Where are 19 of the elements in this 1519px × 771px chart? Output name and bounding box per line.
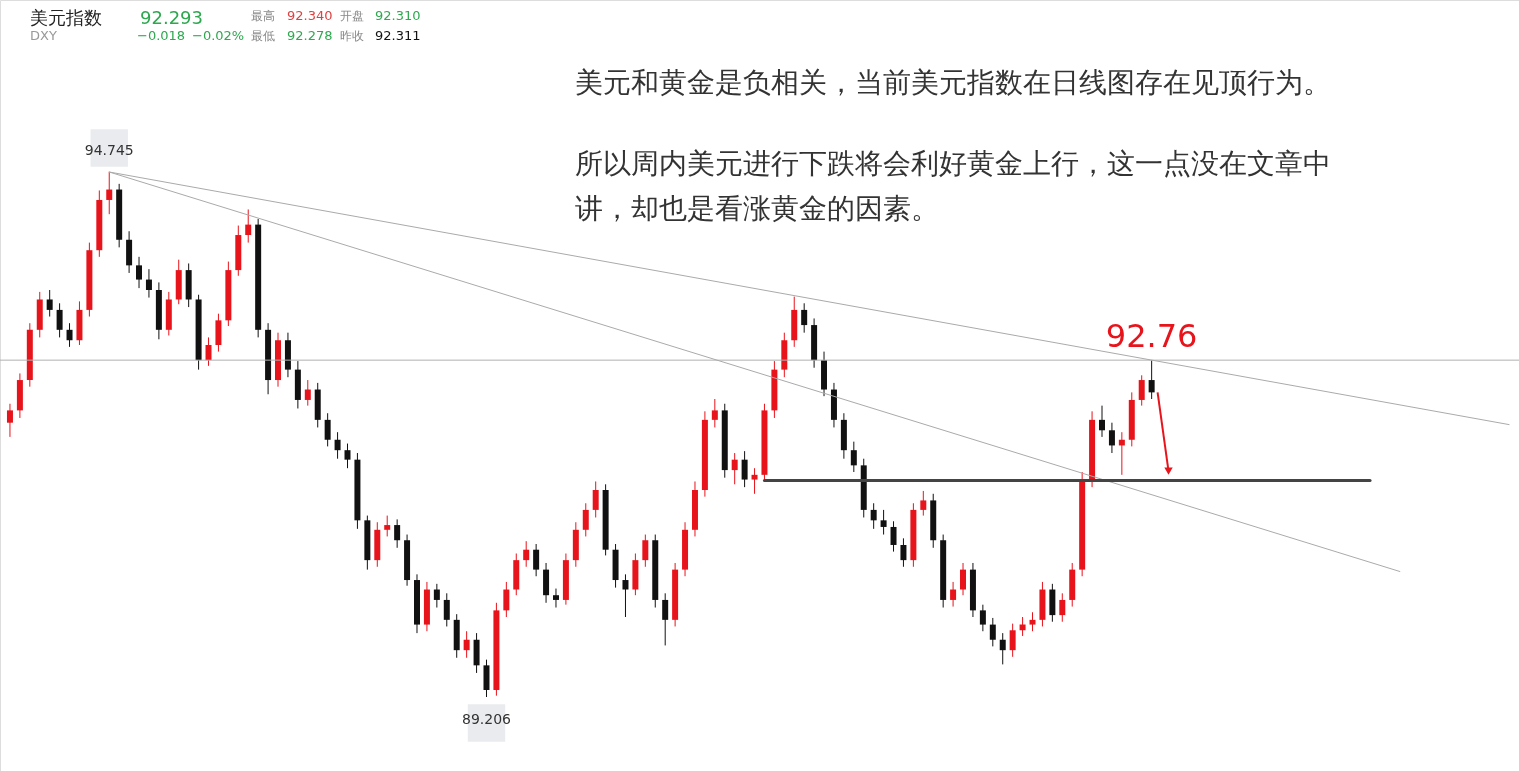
text: −0.02% — [192, 28, 245, 43]
annotation: 92.76 — [1105, 317, 1198, 356]
text: 开盘 — [340, 9, 364, 23]
text: 昨收 — [340, 29, 364, 43]
text: 92.310 — [375, 8, 421, 23]
annotation: 所以周内美元进行下跌将会利好黄金上行，这一点没在文章中 — [575, 147, 1331, 180]
annotation: 89.206 — [461, 711, 512, 727]
text: 美元指数 — [30, 7, 102, 28]
text: 最高 — [251, 9, 275, 23]
annotation: 94.745 — [84, 142, 134, 158]
text: 92.340 — [287, 8, 333, 23]
text: −0.018 — [137, 28, 186, 43]
text: DXY — [30, 28, 57, 43]
annotation: 讲，却也是看涨黄金的因素。 — [575, 192, 939, 225]
text: 92.278 — [287, 28, 333, 43]
text: 92.311 — [375, 28, 421, 43]
text: 美元和黄金是负相关，当前美元指数在日线图存在见顶行为。 — [575, 66, 1331, 99]
text: 最低 — [251, 29, 275, 43]
text: 92.293 — [140, 7, 203, 28]
